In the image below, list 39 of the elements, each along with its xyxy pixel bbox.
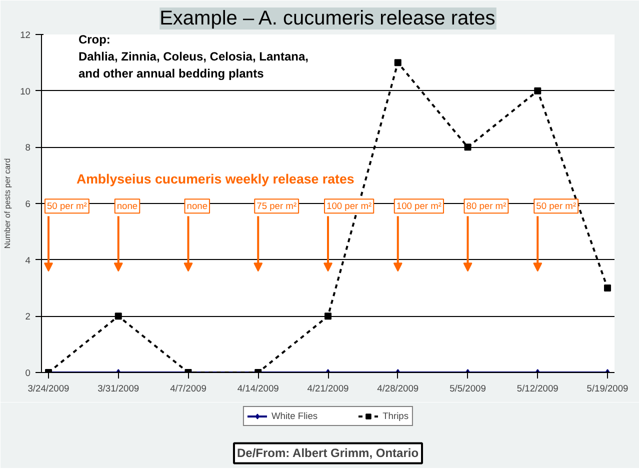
x-tick-label: 3/24/2009 [28,384,70,394]
y-tick-label: 6 [25,199,31,209]
x-tick-label: 5/5/2009 [450,384,486,394]
point [114,312,122,320]
y-tick-label: 0 [25,368,31,378]
x-tick-label: 3/31/2009 [98,384,140,394]
annotation: 50 per m² [536,201,576,212]
point [464,144,472,151]
legend-label: Thrips [382,410,409,422]
annotation: none [116,201,138,212]
point [324,312,332,320]
point [394,59,402,66]
x-tick-label: 5/19/2009 [586,384,628,394]
y-tick-label: 2 [25,312,31,322]
annotation: Amblyseius cucumeris weekly release rates [76,172,354,187]
annotation: Dahlia, Zinnia, Coleus, Celosia, Lantana, [78,49,308,64]
legend-label: White Flies [271,410,318,422]
point [604,284,612,292]
x-tick-label: 5/12/2009 [516,384,558,394]
text: De/From: Albert Grimm, Ontario [236,446,419,460]
y-tick-label: 4 [25,255,31,266]
y-tick-label: 12 [20,30,31,40]
chart-title: Example – A. cucumeris release rates [160,8,496,30]
annotation: 100 per m² [326,201,372,212]
annotation: none [186,201,208,212]
y-tick-label: 10 [20,86,31,96]
annotation: Crop: [78,32,110,47]
y-tick-label: 8 [25,142,31,153]
annotation: 75 per m² [256,201,297,212]
x-tick-label: 4/28/2009 [377,384,419,394]
point [534,87,542,94]
annotation: 50 per m² [46,201,87,212]
y-axis-title: Number of pests per card [3,158,12,249]
annotation: 80 per m² [466,201,506,212]
x-tick-label: 4/21/2009 [307,384,349,394]
annotation: 100 per m² [396,201,442,212]
annotation: and other annual bedding plants [78,66,264,80]
x-tick-label: 4/14/2009 [237,384,279,394]
x-tick-label: 4/7/2009 [170,384,206,394]
